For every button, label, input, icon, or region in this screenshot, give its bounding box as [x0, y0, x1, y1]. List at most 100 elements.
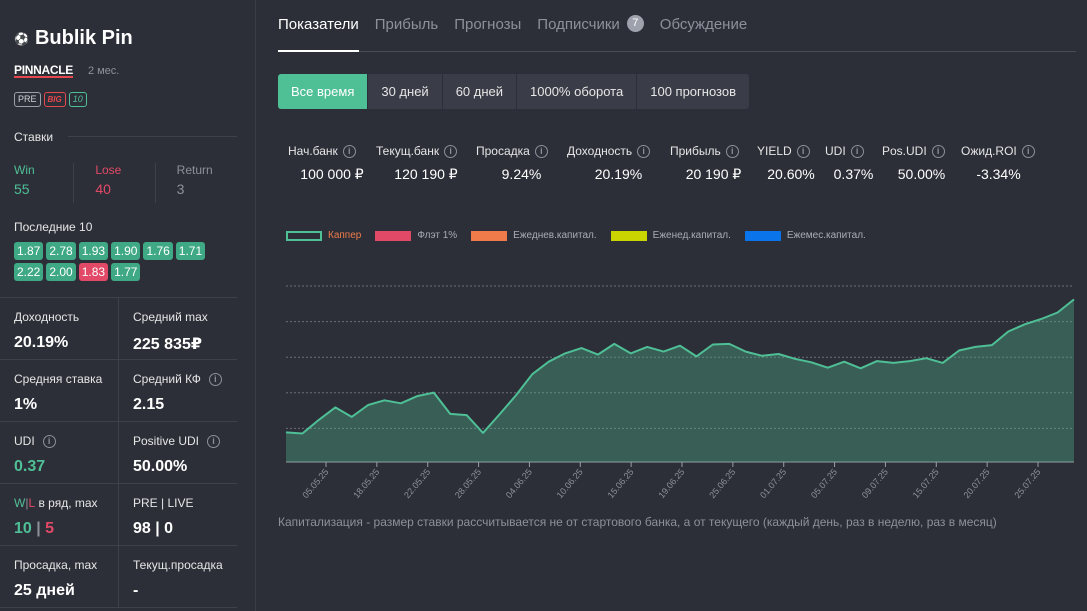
stat-label: W | L в ряд, max: [14, 496, 98, 510]
legend-label: Ежеднев.капитал.: [513, 230, 597, 241]
info-icon[interactable]: i: [637, 144, 651, 158]
last10-title: Последние 10: [14, 220, 93, 234]
period-100-forecasts-button[interactable]: 100 прогнозов: [637, 74, 749, 109]
info-icon[interactable]: i: [207, 434, 221, 448]
win-label: Win: [14, 163, 35, 177]
x-tick-label: 05.07.25: [809, 467, 839, 500]
period-1000-turnover-button[interactable]: 1000% оборота: [517, 74, 638, 109]
kpi-drawdown: Просадка i 9.24%: [476, 144, 567, 183]
tag-ten: 10: [68, 92, 87, 107]
stat-avg-max: Средний max 225 835₽: [118, 298, 237, 359]
return-label: Return: [176, 163, 213, 177]
x-tick-label: 25.07.25: [1012, 467, 1042, 500]
info-icon[interactable]: i: [444, 144, 458, 158]
chart-legend: Каппер Флэт 1% Ежеднев.капитал. Еженед.капи…: [286, 230, 880, 241]
legend-label: Каппер: [328, 230, 362, 241]
legend-label: Флэт 1%: [417, 230, 458, 241]
legend-item[interactable]: Флэт 1%: [375, 230, 457, 241]
x-tick-label: 10.06.25: [555, 467, 585, 500]
last-result-badge: 1.93: [78, 242, 109, 260]
return-cell: Return 3: [154, 163, 236, 203]
info-icon[interactable]: i: [534, 144, 548, 158]
legend-swatch: [286, 230, 322, 241]
lose-label: Lose: [95, 163, 122, 177]
legend-item[interactable]: Ежеднев.капитал.: [471, 230, 597, 241]
legend-label: Ежемес.капитал.: [786, 230, 866, 241]
capper-name: Bublik Pin: [34, 27, 133, 49]
legend-item[interactable]: Еженед.капитал.: [610, 230, 731, 241]
info-icon[interactable]: i: [931, 144, 945, 158]
legend-label: Еженед.капитал.: [652, 230, 731, 241]
stat-row: Доходность 20.19% Средний max 225 835₽: [0, 298, 237, 360]
stats-grid: Доходность 20.19% Средний max 225 835₽ С…: [0, 298, 237, 608]
info-icon[interactable]: i: [850, 144, 864, 158]
kpi-row: Нач.банк i 100 000 ₽ Текущ.банк i 120 190 …: [288, 144, 1036, 183]
kpi-yield-percent: YIELD i 20.60%: [757, 144, 815, 182]
subscribers-count-badge: 7: [626, 15, 644, 32]
last-result-badge: 1.76: [143, 242, 173, 260]
stat-avg-stake: Средняя ставка 1%: [0, 360, 118, 421]
info-icon[interactable]: i: [42, 434, 56, 448]
last10-list: 1.87 2.78 1.93 1.90 1.76 1.71 2.22 2.00 1.83 1.77: [14, 242, 224, 281]
info-icon[interactable]: i: [796, 144, 810, 158]
info-icon[interactable]: i: [342, 144, 356, 158]
last-result-badge: 1.83: [78, 263, 109, 281]
stakes-title: Ставки: [14, 130, 54, 144]
x-tick-label: 15.06.25: [605, 467, 635, 500]
stat-udi: UDI i 0.37: [0, 422, 118, 483]
win-lose-return: Win 55 Lose 40 Return 3: [14, 163, 236, 203]
soccer-ball-icon: ⚽: [14, 31, 29, 46]
win-cell: Win 55: [14, 163, 73, 203]
capper-sidebar: ⚽ Bublik Pin PINNACLE 2 мес. PRE BIG 10 …: [0, 0, 256, 611]
tab-discussion[interactable]: Обсуждение: [659, 16, 748, 33]
stat-label: Просадка, max: [14, 558, 98, 572]
tab-profit[interactable]: Прибыль: [374, 16, 439, 33]
stat-value: 1%: [14, 396, 38, 413]
period-60-days-button[interactable]: 60 дней: [442, 74, 518, 109]
stat-yield: Доходность 20.19%: [0, 298, 118, 359]
legend-item[interactable]: Каппер: [286, 230, 361, 241]
info-icon[interactable]: i: [1021, 144, 1035, 158]
legend-item[interactable]: Ежемес.капитал.: [744, 230, 866, 241]
divider: [68, 136, 237, 137]
tab-forecasts[interactable]: Прогнозы: [454, 16, 522, 33]
x-tick-label: 19.06.25: [656, 467, 686, 500]
tab-subscribers[interactable]: Подписчики 7: [537, 14, 644, 52]
tag-pre: PRE: [14, 92, 41, 107]
stat-label: Текущ.просадка: [133, 558, 223, 572]
bookmaker-row: PINNACLE 2 мес.: [14, 64, 119, 78]
stat-label: PRE | LIVE: [133, 496, 194, 510]
kapper-area: [286, 299, 1074, 462]
stat-value: 2.15: [133, 396, 165, 413]
stat-row: Просадка, max 25 дней Текущ.просадка -: [0, 546, 237, 608]
legend-swatch: [375, 230, 412, 241]
stat-label: Средний max: [133, 310, 208, 324]
x-tick-label: 28.05.25: [453, 467, 483, 500]
bookmaker-logo: PINNACLE: [14, 63, 73, 78]
capitalization-chart: 05.05.25 18.05.25 22.05.25 28.05.25 04.06.25…: [285, 285, 1075, 500]
period-30-days-button[interactable]: 30 дней: [368, 74, 443, 109]
last-result-badge: 1.90: [111, 242, 141, 260]
stat-pos-udi: Positive UDI i 50.00%: [118, 422, 237, 483]
stat-streak: W | L в ряд, max 10 | 5: [0, 484, 118, 545]
x-tick-label: 01.07.25: [758, 467, 788, 500]
lose-value: 40: [95, 181, 111, 197]
stat-label: Средний КФ i: [133, 372, 237, 386]
stat-avg-kf: Средний КФ i 2.15: [118, 360, 237, 421]
info-icon[interactable]: i: [208, 372, 222, 386]
stat-value: 10 | 5: [14, 520, 55, 537]
stat-label: Positive UDI i: [133, 434, 237, 448]
stat-label: UDI i: [14, 434, 118, 448]
x-tick-label: 20.07.25: [961, 467, 991, 500]
capper-title: ⚽ Bublik Pin: [14, 27, 133, 50]
kpi-start-bank: Нач.банк i 100 000 ₽: [288, 144, 364, 182]
period-all-time-button[interactable]: Все время: [278, 74, 369, 109]
kpi-yield: Доходность i 20.19%: [567, 144, 670, 183]
tab-indicators[interactable]: Показатели: [278, 14, 359, 52]
stat-row: Средняя ставка 1% Средний КФ i 2.15: [0, 360, 237, 422]
kpi-current-bank: Текущ.банк i 120 190 ₽: [376, 144, 458, 182]
stat-value: 50.00%: [133, 458, 188, 475]
return-value: 3: [176, 181, 185, 197]
stat-cur-drawdown: Текущ.просадка -: [118, 546, 237, 607]
info-icon[interactable]: i: [725, 144, 739, 158]
